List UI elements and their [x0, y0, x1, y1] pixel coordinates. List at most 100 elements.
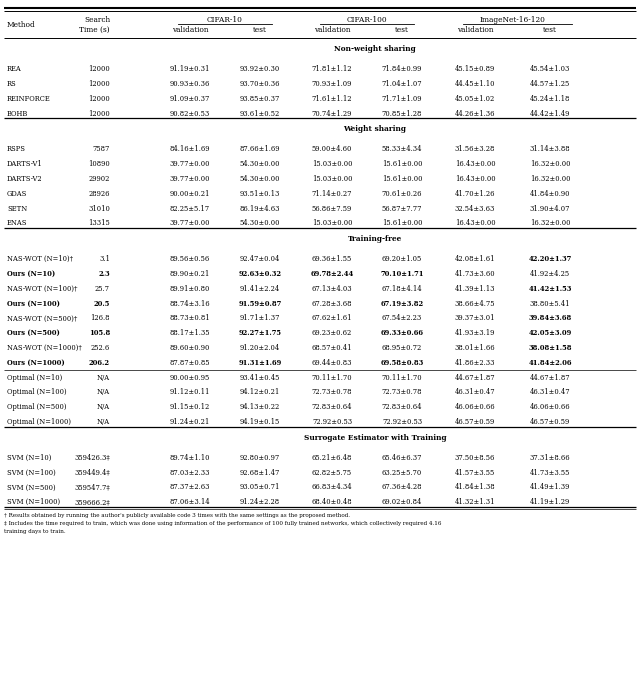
Text: 42.05±3.09: 42.05±3.09 [529, 330, 572, 337]
Text: 41.49±1.39: 41.49±1.39 [530, 484, 570, 491]
Text: 67.13±4.03: 67.13±4.03 [312, 285, 352, 293]
Text: 71.81±1.12: 71.81±1.12 [312, 65, 352, 74]
Text: 16.43±0.00: 16.43±0.00 [454, 175, 495, 183]
Text: 41.73±3.60: 41.73±3.60 [454, 270, 495, 278]
Text: 16.43±0.00: 16.43±0.00 [454, 219, 495, 228]
Text: 89.91±0.80: 89.91±0.80 [170, 285, 210, 293]
Text: RS: RS [7, 80, 17, 88]
Text: 94.13±0.22: 94.13±0.22 [240, 403, 280, 411]
Text: 54.30±0.00: 54.30±0.00 [240, 175, 280, 183]
Text: NAS-WOT (N=1000)†: NAS-WOT (N=1000)† [7, 344, 82, 352]
Text: Optimal (N=100): Optimal (N=100) [7, 389, 67, 396]
Text: 44.67±1.87: 44.67±1.87 [454, 374, 495, 382]
Text: 41.84±0.90: 41.84±0.90 [530, 190, 570, 198]
Text: 84.16±1.69: 84.16±1.69 [170, 145, 211, 153]
Text: DARTS-V2: DARTS-V2 [7, 175, 43, 183]
Text: 41.92±4.25: 41.92±4.25 [530, 270, 570, 278]
Text: test: test [395, 27, 409, 34]
Text: 63.25±5.70: 63.25±5.70 [382, 469, 422, 477]
Text: GDAS: GDAS [7, 190, 28, 198]
Text: Training-free: Training-free [348, 235, 402, 243]
Text: NAS-WOT (N=500)†: NAS-WOT (N=500)† [7, 314, 77, 323]
Text: 72.73±0.78: 72.73±0.78 [312, 389, 352, 396]
Text: 16.43±0.00: 16.43±0.00 [454, 160, 495, 169]
Text: 68.40±0.48: 68.40±0.48 [312, 498, 352, 506]
Text: 67.18±4.14: 67.18±4.14 [381, 285, 422, 293]
Text: 92.63±0.32: 92.63±0.32 [239, 270, 282, 278]
Text: 41.42±1.53: 41.42±1.53 [528, 285, 572, 293]
Text: 126.8: 126.8 [90, 314, 110, 323]
Text: 87.37±2.63: 87.37±2.63 [170, 484, 211, 491]
Text: 89.74±1.10: 89.74±1.10 [170, 454, 211, 462]
Text: 67.62±1.61: 67.62±1.61 [312, 314, 352, 323]
Text: training days to train.: training days to train. [4, 529, 66, 534]
Text: 56.86±7.59: 56.86±7.59 [312, 205, 352, 213]
Text: ENAS: ENAS [7, 219, 28, 228]
Text: 68.95±0.72: 68.95±0.72 [382, 344, 422, 352]
Text: 88.74±3.16: 88.74±3.16 [170, 300, 211, 308]
Text: 94.12±0.21: 94.12±0.21 [240, 389, 280, 396]
Text: 45.15±0.89: 45.15±0.89 [455, 65, 495, 74]
Text: 15.61±0.00: 15.61±0.00 [381, 219, 422, 228]
Text: REINFORCE: REINFORCE [7, 95, 51, 103]
Text: 70.74±1.29: 70.74±1.29 [312, 109, 352, 118]
Text: 46.31±0.47: 46.31±0.47 [454, 389, 495, 396]
Text: 39.37±3.01: 39.37±3.01 [455, 314, 495, 323]
Text: 87.87±0.85: 87.87±0.85 [170, 359, 211, 367]
Text: 90.00±0.95: 90.00±0.95 [170, 374, 210, 382]
Text: 92.47±0.04: 92.47±0.04 [240, 255, 280, 264]
Text: ImageNet-16-120: ImageNet-16-120 [479, 16, 545, 23]
Text: 91.15±0.12: 91.15±0.12 [170, 403, 210, 411]
Text: REA: REA [7, 65, 22, 74]
Text: 46.06±0.66: 46.06±0.66 [530, 403, 570, 411]
Text: 87.66±1.69: 87.66±1.69 [240, 145, 280, 153]
Text: 42.08±1.61: 42.08±1.61 [455, 255, 495, 264]
Text: 87.06±3.14: 87.06±3.14 [170, 498, 211, 506]
Text: † Results obtained by running the author's publicly available code 3 times with : † Results obtained by running the author… [4, 513, 350, 518]
Text: validation: validation [457, 27, 493, 34]
Text: 10890: 10890 [88, 160, 110, 169]
Text: Weight sharing: Weight sharing [344, 125, 406, 133]
Text: 46.57±0.59: 46.57±0.59 [530, 418, 570, 426]
Text: 59.00±4.60: 59.00±4.60 [312, 145, 352, 153]
Text: 54.30±0.00: 54.30±0.00 [240, 160, 280, 169]
Text: Surrogate Estimator with Training: Surrogate Estimator with Training [304, 433, 446, 442]
Text: 206.2: 206.2 [89, 359, 110, 367]
Text: 67.54±2.23: 67.54±2.23 [382, 314, 422, 323]
Text: 68.57±0.41: 68.57±0.41 [312, 344, 352, 352]
Text: 91.59±0.87: 91.59±0.87 [238, 300, 282, 308]
Text: BOHB: BOHB [7, 109, 28, 118]
Text: 39.77±0.00: 39.77±0.00 [170, 219, 211, 228]
Text: 70.85±1.28: 70.85±1.28 [382, 109, 422, 118]
Text: 91.24±0.21: 91.24±0.21 [170, 418, 210, 426]
Text: 15.03±0.00: 15.03±0.00 [312, 219, 352, 228]
Text: CIFAR-10: CIFAR-10 [207, 16, 243, 23]
Text: 41.32±1.31: 41.32±1.31 [455, 498, 495, 506]
Text: 93.61±0.52: 93.61±0.52 [240, 109, 280, 118]
Text: 69.44±0.83: 69.44±0.83 [312, 359, 352, 367]
Text: 20.5: 20.5 [93, 300, 110, 308]
Text: 91.20±2.04: 91.20±2.04 [240, 344, 280, 352]
Text: Ours (N=10): Ours (N=10) [7, 270, 55, 278]
Text: Method: Method [7, 21, 36, 29]
Text: 69.33±0.66: 69.33±0.66 [381, 330, 424, 337]
Text: Time (s): Time (s) [79, 25, 110, 34]
Text: 46.06±0.66: 46.06±0.66 [454, 403, 495, 411]
Text: 16.32±0.00: 16.32±0.00 [530, 160, 570, 169]
Text: 31.56±3.28: 31.56±3.28 [455, 145, 495, 153]
Text: 39.84±3.68: 39.84±3.68 [529, 314, 572, 323]
Text: 105.8: 105.8 [89, 330, 110, 337]
Text: 70.61±0.26: 70.61±0.26 [381, 190, 422, 198]
Text: 72.73±0.78: 72.73±0.78 [381, 389, 422, 396]
Text: 70.11±1.70: 70.11±1.70 [381, 374, 422, 382]
Text: 92.68±1.47: 92.68±1.47 [240, 469, 280, 477]
Text: 31.90±4.07: 31.90±4.07 [530, 205, 570, 213]
Text: 65.21±6.48: 65.21±6.48 [312, 454, 352, 462]
Text: 93.41±0.45: 93.41±0.45 [240, 374, 280, 382]
Text: Optimal (N=10): Optimal (N=10) [7, 374, 62, 382]
Text: 12000: 12000 [88, 95, 110, 103]
Text: 65.46±6.37: 65.46±6.37 [381, 454, 422, 462]
Text: 70.93±1.09: 70.93±1.09 [312, 80, 352, 88]
Text: 39.77±0.00: 39.77±0.00 [170, 160, 211, 169]
Text: 15.03±0.00: 15.03±0.00 [312, 175, 352, 183]
